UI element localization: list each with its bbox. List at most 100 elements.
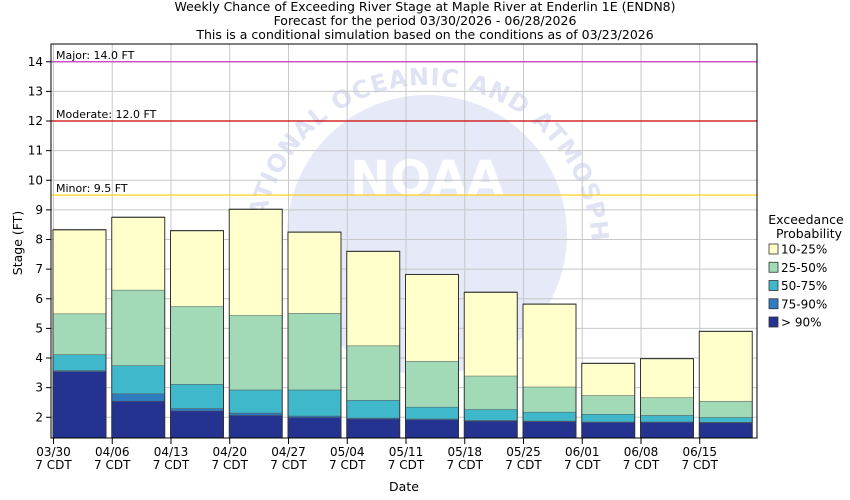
bar-segment xyxy=(170,306,224,385)
y-tick-label: 5 xyxy=(35,321,43,335)
x-tick-label: 04/06 xyxy=(95,445,130,459)
x-tick-sublabel: 7 CDT xyxy=(329,458,366,472)
y-tick-label: 9 xyxy=(35,203,43,217)
x-tick-label: 03/30 xyxy=(36,445,71,459)
threshold-label: Minor: 9.5 FT xyxy=(56,182,128,195)
x-tick-sublabel: 7 CDT xyxy=(505,458,542,472)
threshold-label: Major: 14.0 FT xyxy=(56,49,135,62)
bar-segment xyxy=(346,418,400,438)
bar-segment xyxy=(288,312,341,390)
bar-segment xyxy=(464,292,518,376)
bar-segment xyxy=(229,389,283,413)
bar-segment xyxy=(405,274,459,361)
x-tick-label: 05/25 xyxy=(506,445,541,459)
x-tick-label: 06/01 xyxy=(565,445,600,459)
bar-segment xyxy=(581,395,635,415)
bar-segment xyxy=(229,315,283,390)
bar-segment xyxy=(640,422,694,438)
y-tick-label: 11 xyxy=(28,144,43,158)
bar-segment xyxy=(581,414,635,422)
x-axis-label: Date xyxy=(389,479,419,494)
threshold-lines: Major: 14.0 FT Moderate: 12.0 FT Minor: 9.… xyxy=(51,49,757,196)
bar-stack xyxy=(463,291,518,439)
bar-segment xyxy=(699,400,753,418)
bar-stack xyxy=(522,303,577,439)
legend-label: 50-75% xyxy=(781,279,827,293)
bar-segment xyxy=(111,400,165,438)
bar-segment xyxy=(464,420,518,438)
bar-segment xyxy=(111,365,165,394)
bar-segment xyxy=(288,232,341,313)
legend-swatch xyxy=(768,280,779,291)
legend-label: 75-90% xyxy=(781,297,827,311)
bar-stack xyxy=(581,362,636,439)
x-tick-sublabel: 7 CDT xyxy=(212,458,249,472)
x-tick-sublabel: 7 CDT xyxy=(153,458,190,472)
bar-segment xyxy=(170,384,224,409)
y-axis-label: Stage (FT) xyxy=(10,211,25,275)
x-tick-label: 04/27 xyxy=(271,445,306,459)
bar-segment xyxy=(229,415,283,438)
bar-segment xyxy=(111,393,165,401)
bar-segment xyxy=(53,229,106,314)
bar-segment xyxy=(346,400,400,418)
bar-segment xyxy=(523,386,576,412)
threshold-label: Moderate: 12.0 FT xyxy=(56,108,157,121)
bar-segment xyxy=(699,422,753,438)
chart-title: Weekly Chance of Exceeding River Stage a… xyxy=(174,0,676,14)
bar-segment xyxy=(229,412,283,416)
chart-title-block: Weekly Chance of Exceeding River Stage a… xyxy=(0,0,850,42)
y-tick-label: 3 xyxy=(35,381,43,395)
y-tick-label: 8 xyxy=(35,233,43,247)
bar-segment xyxy=(53,354,106,371)
y-tick-label: 12 xyxy=(28,114,43,128)
chart-subtitle-conditions: This is a conditional simulation based o… xyxy=(196,27,654,42)
bar-segment xyxy=(405,360,459,407)
x-tick-label: 05/04 xyxy=(330,445,365,459)
legend-swatch xyxy=(768,298,779,310)
bar-segment xyxy=(346,345,400,401)
watermark-logo-text: NOAA xyxy=(350,151,504,207)
y-tick-label: 7 xyxy=(35,262,43,276)
bar-segment xyxy=(699,417,753,423)
bar-stack xyxy=(698,330,753,439)
bar-stack xyxy=(228,208,283,439)
x-tick-label: 06/15 xyxy=(682,445,717,459)
y-tick-label: 4 xyxy=(35,351,43,365)
bar-stack xyxy=(405,273,459,439)
x-tick-sublabel: 7 CDT xyxy=(94,458,131,472)
bar-stack xyxy=(52,229,107,439)
x-tick-sublabel: 7 CDT xyxy=(682,458,719,472)
bar-segment xyxy=(229,209,283,316)
bar-segment xyxy=(581,422,635,438)
bar-segment xyxy=(288,417,341,438)
bar-stack xyxy=(287,231,342,439)
y-tick-label: 14 xyxy=(28,55,43,69)
bar-segment xyxy=(464,409,518,421)
bar-segment xyxy=(288,389,341,416)
bar-segment xyxy=(523,411,576,421)
bar-segment xyxy=(53,371,106,438)
y-tick-label: 2 xyxy=(35,410,43,424)
x-tick-sublabel: 7 CDT xyxy=(35,458,72,472)
bar-segment xyxy=(170,410,224,438)
x-tick-label: 04/20 xyxy=(212,445,247,459)
bar-stack xyxy=(346,250,401,439)
y-tick-label: 10 xyxy=(28,173,43,187)
y-tick-label: 6 xyxy=(35,292,43,306)
bar-segment xyxy=(405,419,459,438)
chart-subtitle: Forecast for the period 03/30/2026 - 06/… xyxy=(273,13,577,28)
legend-swatch xyxy=(768,261,779,273)
bar-segment xyxy=(581,363,635,396)
bar-segment xyxy=(640,358,694,398)
bar-segment xyxy=(111,217,165,290)
bar-stack xyxy=(640,358,694,439)
bar-segment xyxy=(288,415,341,418)
bar-segment xyxy=(640,397,694,416)
bar-segment xyxy=(464,375,518,410)
x-tick-sublabel: 7 CDT xyxy=(447,458,484,472)
bar-segment xyxy=(170,408,224,411)
